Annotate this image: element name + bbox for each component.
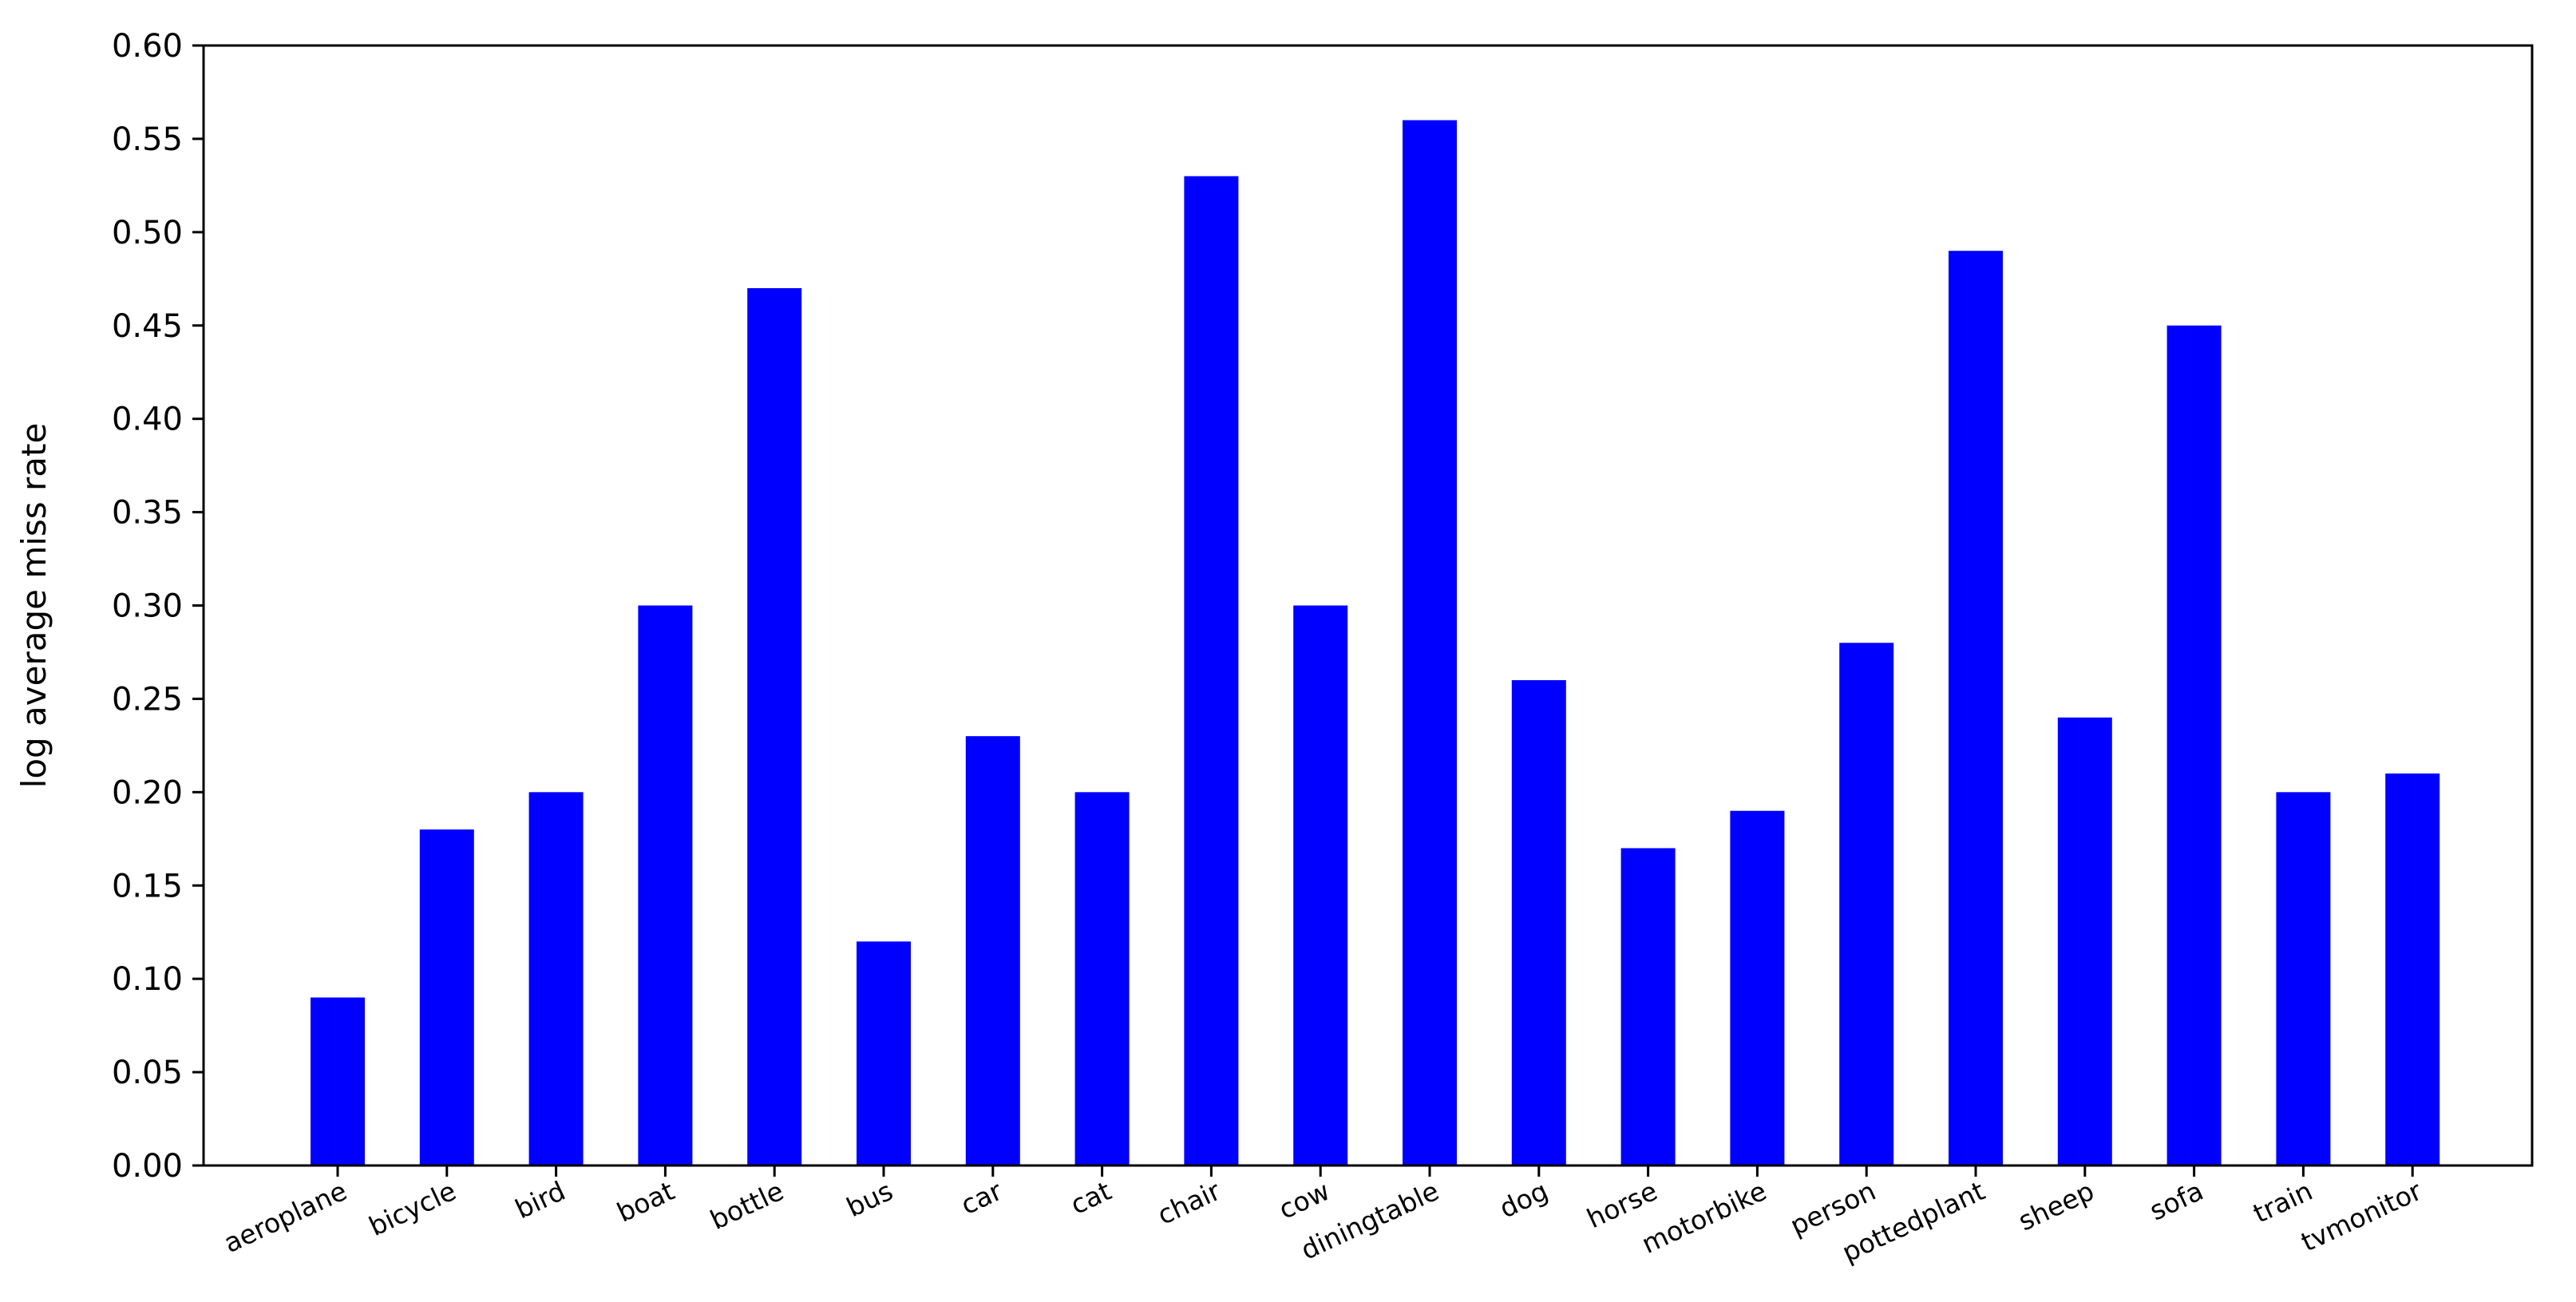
y-tick-label: 0.35 — [112, 495, 183, 532]
y-tick-label: 0.60 — [112, 28, 183, 65]
plot-frame — [202, 44, 2534, 1167]
bar-bird — [528, 792, 584, 1165]
bar-bicycle — [419, 829, 474, 1165]
bar-car — [965, 736, 1020, 1165]
bar-boat — [638, 605, 693, 1165]
bar-dog — [1511, 680, 1566, 1165]
bar-chair — [1184, 176, 1239, 1165]
y-tick-label: 0.15 — [112, 868, 183, 904]
y-tick-label: 0.30 — [112, 588, 183, 625]
y-tick-label: 0.40 — [112, 402, 183, 438]
y-axis-ticks: 0.00 0.05 0.10 0.15 0.20 0.25 0.30 0.35 0.40 0.45… — [112, 28, 204, 1185]
bar-aeroplane — [311, 997, 365, 1165]
y-tick-label: 0.00 — [112, 1148, 183, 1185]
bar-bus — [857, 941, 911, 1165]
y-tick-label: 0.25 — [112, 681, 183, 718]
bar-person — [1839, 643, 1894, 1165]
bar-tvmonitor — [2385, 773, 2440, 1165]
bar-sheep — [2057, 717, 2112, 1165]
bar-sofa — [2166, 325, 2222, 1165]
y-tick-label: 0.20 — [112, 774, 183, 811]
bar-motorbike — [1730, 810, 1785, 1165]
y-tick-label: 0.45 — [112, 308, 183, 345]
y-axis-label: log average miss rate — [14, 423, 53, 789]
bar-cat — [1074, 792, 1130, 1165]
bar-train — [2276, 792, 2331, 1165]
bar-bottle — [747, 287, 802, 1165]
y-tick-label: 0.05 — [112, 1055, 183, 1091]
y-tick-label: 0.55 — [112, 121, 183, 158]
bar-pottedplant — [1949, 251, 2003, 1165]
bar-cow — [1293, 605, 1348, 1165]
y-tick-label: 0.50 — [112, 215, 183, 251]
bar-diningtable — [1403, 120, 1457, 1166]
bar-horse — [1620, 848, 1676, 1165]
y-tick-label: 0.10 — [112, 961, 183, 998]
bars-layer — [311, 120, 2440, 1166]
